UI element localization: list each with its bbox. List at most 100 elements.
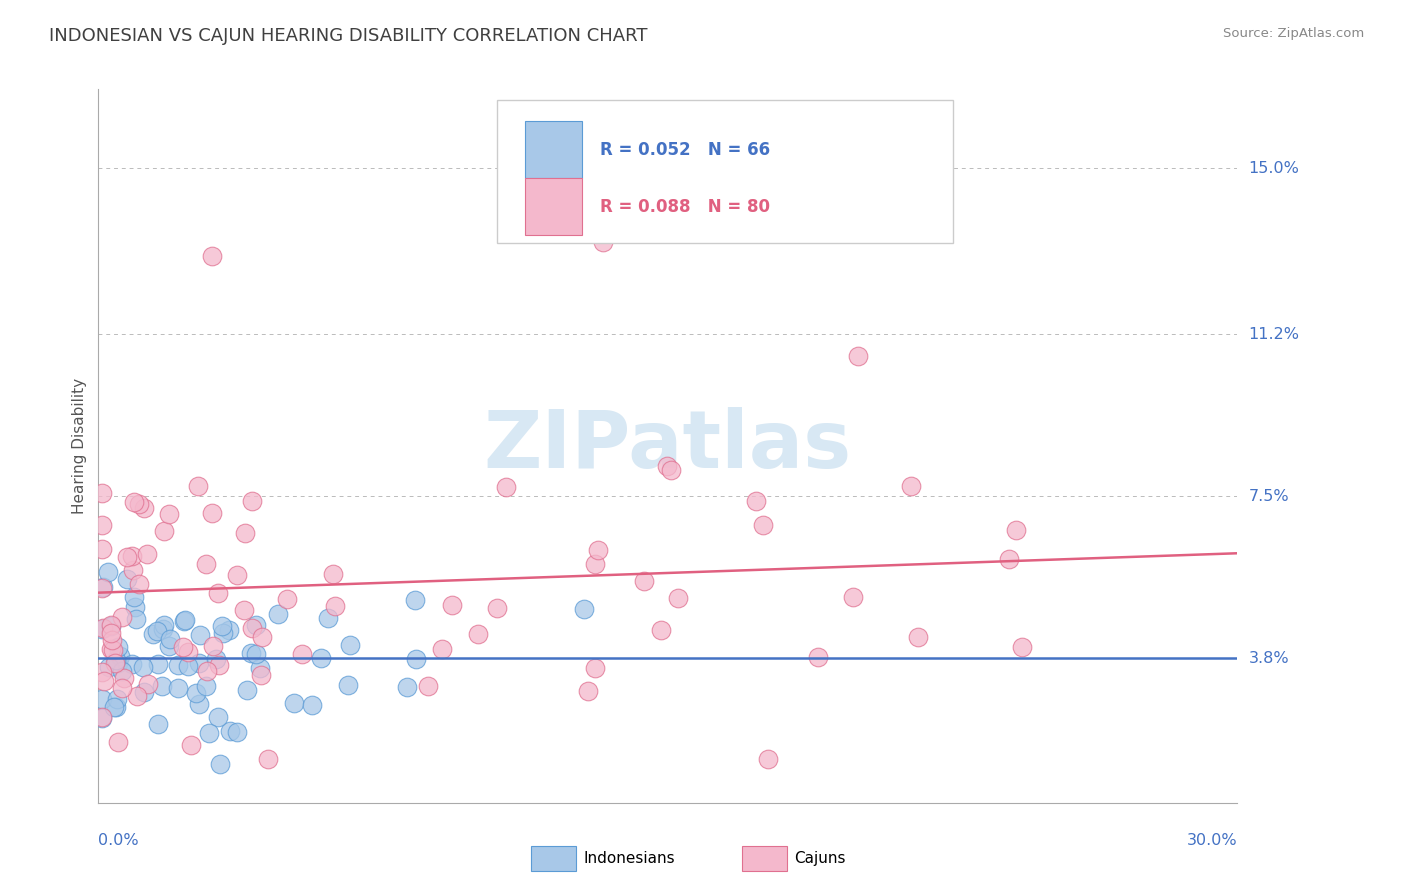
Text: 0.0%: 0.0%: [98, 833, 139, 848]
Text: ZIPatlas: ZIPatlas: [484, 407, 852, 485]
Point: [309, 651, 332, 665]
Point: [441, 598, 464, 612]
Point: [124, 599, 146, 614]
Point: [744, 494, 766, 508]
Text: R = 0.052   N = 66: R = 0.052 N = 66: [599, 141, 769, 159]
Point: [266, 607, 288, 621]
Point: [250, 630, 273, 644]
Point: [91, 665, 114, 680]
Point: [136, 677, 159, 691]
Point: [153, 618, 176, 632]
Point: [586, 542, 609, 557]
Point: [236, 683, 259, 698]
Point: [134, 501, 156, 516]
Point: [128, 497, 150, 511]
Point: [198, 725, 221, 739]
Point: [159, 632, 181, 647]
Text: 15.0%: 15.0%: [1249, 161, 1299, 176]
Point: [108, 648, 131, 663]
Point: [172, 640, 194, 654]
Point: [173, 614, 195, 628]
Point: [91, 518, 114, 533]
Point: [146, 624, 169, 638]
Point: [495, 480, 517, 494]
Point: [592, 235, 614, 250]
FancyBboxPatch shape: [526, 178, 582, 235]
Point: [249, 661, 271, 675]
Point: [316, 610, 339, 624]
Text: INDONESIAN VS CAJUN HEARING DISABILITY CORRELATION CHART: INDONESIAN VS CAJUN HEARING DISABILITY C…: [49, 27, 648, 45]
Point: [907, 630, 929, 644]
Point: [152, 623, 174, 637]
Point: [107, 657, 129, 671]
Point: [233, 525, 256, 540]
Point: [127, 689, 149, 703]
Point: [115, 549, 138, 564]
Point: [101, 633, 124, 648]
Point: [134, 684, 156, 698]
Point: [283, 696, 305, 710]
Point: [846, 349, 869, 363]
Text: 30.0%: 30.0%: [1187, 833, 1237, 848]
Point: [121, 563, 143, 577]
Point: [91, 582, 114, 596]
Point: [91, 710, 114, 724]
Point: [91, 622, 114, 636]
Point: [396, 680, 419, 694]
Point: [1005, 523, 1028, 537]
Point: [245, 648, 267, 662]
Point: [125, 612, 148, 626]
Point: [187, 479, 209, 493]
Point: [841, 590, 863, 604]
Point: [100, 619, 122, 633]
Point: [122, 495, 145, 509]
Point: [633, 574, 655, 588]
Point: [100, 642, 122, 657]
Point: [572, 602, 595, 616]
Point: [337, 677, 360, 691]
Point: [124, 590, 146, 604]
Point: [240, 646, 263, 660]
Point: [98, 660, 121, 674]
FancyBboxPatch shape: [526, 121, 582, 178]
Point: [405, 652, 427, 666]
Point: [194, 679, 217, 693]
Point: [167, 681, 190, 695]
Point: [226, 568, 249, 582]
Point: [202, 639, 225, 653]
Point: [323, 599, 346, 613]
Point: [128, 577, 150, 591]
Point: [322, 566, 344, 581]
Point: [583, 661, 606, 675]
Point: [204, 651, 226, 665]
Point: [121, 657, 143, 671]
Point: [207, 710, 229, 724]
Text: 3.8%: 3.8%: [1249, 651, 1289, 665]
Point: [107, 735, 129, 749]
Point: [245, 618, 267, 632]
Point: [142, 627, 165, 641]
Point: [107, 640, 129, 654]
Point: [180, 739, 202, 753]
Point: [666, 591, 689, 605]
Point: [201, 249, 224, 263]
Point: [233, 602, 256, 616]
Point: [93, 621, 115, 635]
Point: [432, 642, 454, 657]
Point: [111, 665, 134, 679]
Point: [91, 486, 114, 500]
Point: [998, 551, 1021, 566]
Point: [153, 524, 176, 538]
Point: [93, 674, 115, 689]
Point: [583, 558, 606, 572]
Point: [416, 679, 439, 693]
Point: [467, 626, 489, 640]
Point: [103, 700, 125, 714]
Point: [103, 643, 125, 657]
Point: [176, 659, 198, 673]
Point: [650, 624, 672, 638]
Point: [661, 462, 683, 476]
Point: [807, 650, 830, 665]
Point: [184, 686, 207, 700]
Text: Indonesians: Indonesians: [583, 851, 675, 865]
